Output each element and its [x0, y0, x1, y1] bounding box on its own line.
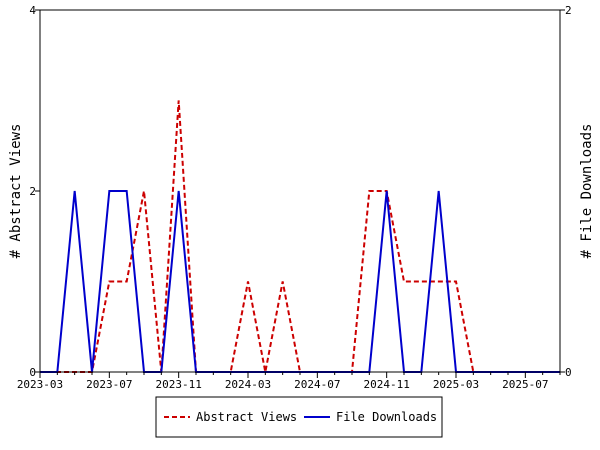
y-right-tick-label: 0 [565, 366, 572, 379]
x-tick-label: 2025-03 [433, 378, 479, 391]
y-left-tick-label: 2 [29, 185, 36, 198]
y-left-axis-title: # Abstract Views [8, 124, 24, 259]
legend-label: File Downloads [336, 410, 437, 424]
legend-box [155, 396, 443, 438]
legend-label: Abstract Views [196, 410, 297, 424]
legend: Abstract Views File Downloads [155, 396, 443, 438]
x-tick-label: 2024-03 [225, 378, 271, 391]
y-right-tick-label: 2 [565, 4, 572, 17]
y-left-tick-label: 0 [29, 366, 36, 379]
x-tick-label: 2024-07 [294, 378, 340, 391]
x-tick-label: 2024-11 [363, 378, 409, 391]
y-right-axis-title: # File Downloads [579, 124, 595, 259]
y-left-tick-label: 4 [29, 4, 36, 17]
x-tick-label: 2025-07 [502, 378, 548, 391]
x-tick-label: 2023-07 [86, 378, 132, 391]
plot-area [40, 100, 560, 373]
series-line-abstract-views [40, 100, 560, 373]
x-tick-label: 2023-11 [155, 378, 201, 391]
axes: 2023-03 2023-07 2023-11 2024-03 2024-07 2024-… [8, 4, 595, 391]
x-tick-label: 2023-03 [17, 378, 63, 391]
